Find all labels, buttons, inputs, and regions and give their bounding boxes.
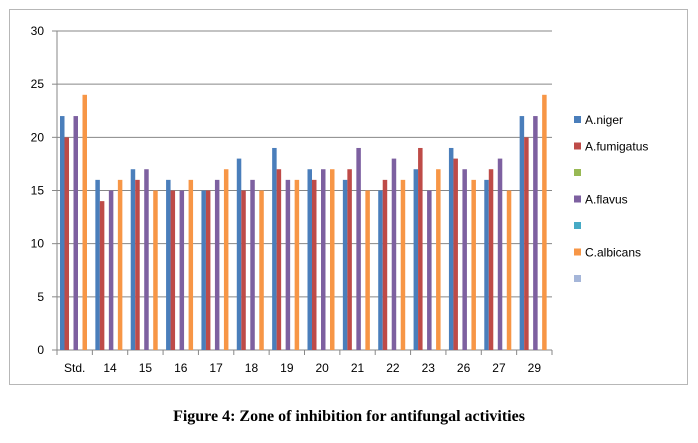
bar: [471, 179, 476, 350]
y-tick-label: 30: [31, 24, 45, 38]
bar: [524, 137, 529, 350]
bar: [519, 116, 525, 350]
bar: [214, 179, 220, 350]
bar: [276, 169, 282, 350]
x-tick-label: 23: [422, 361, 436, 375]
bar: [73, 116, 78, 350]
bar: [342, 179, 348, 350]
legend-label: A.niger: [585, 113, 623, 127]
bar: [391, 158, 397, 350]
bar: [135, 179, 140, 350]
y-tick-label: 15: [31, 184, 45, 198]
x-tick-label: 17: [209, 361, 223, 375]
bar: [285, 179, 291, 350]
bar: [382, 179, 388, 350]
legend-label: C.albicans: [585, 246, 641, 260]
bar: [99, 201, 105, 350]
bar: [60, 116, 65, 350]
bar: [448, 147, 454, 350]
bar: [427, 190, 432, 350]
x-tick-label: 14: [103, 361, 117, 375]
bar: [400, 179, 406, 350]
y-tick-label: 10: [31, 237, 45, 251]
bar: [378, 190, 383, 350]
legend-label: A.flavus: [585, 193, 628, 207]
bar: [356, 147, 361, 350]
bar: [484, 179, 489, 350]
bar: [542, 94, 547, 350]
bar: [250, 179, 255, 350]
bar: [170, 190, 176, 350]
bar: [347, 169, 352, 350]
x-tick-label: 21: [351, 361, 365, 375]
bar: [201, 190, 206, 350]
bar: [533, 116, 538, 350]
bar: [95, 179, 100, 350]
figure-caption: Figure 4: Zone of inhibition for antifun…: [173, 408, 525, 425]
bar: [82, 94, 87, 350]
bar: [497, 158, 503, 350]
y-tick-label: 25: [31, 77, 45, 91]
bar: [259, 190, 264, 350]
bar: [166, 179, 171, 350]
bar: [365, 190, 370, 350]
bar: [294, 179, 300, 350]
legend-swatch: [574, 222, 581, 229]
legend-swatch: [574, 142, 581, 150]
x-tick-label: 29: [528, 361, 542, 375]
bar: [413, 169, 419, 350]
bar: [188, 179, 194, 350]
y-tick-label: 20: [31, 130, 45, 144]
x-tick-label: 18: [245, 361, 259, 375]
bar: [153, 190, 158, 350]
legend-swatch: [574, 275, 581, 282]
bar: [307, 169, 312, 350]
x-tick-label: 26: [457, 361, 471, 375]
bar: [205, 190, 211, 350]
bar: [64, 137, 69, 350]
bar: [144, 169, 149, 350]
x-tick-label: Std.: [64, 361, 85, 375]
x-tick-label: 16: [174, 361, 188, 375]
bar: [436, 169, 441, 350]
x-tick-label: 19: [280, 361, 294, 375]
bar: [223, 169, 229, 350]
legend-swatch: [574, 195, 581, 203]
bar-chart: 0 5 10 15 20 25 30 Std. 14 15 16 17 18 19 20 21 22 23 26 27…: [31, 24, 649, 375]
bar: [130, 169, 136, 350]
bar: [330, 169, 335, 350]
bar: [236, 158, 242, 350]
x-tick-label: 20: [315, 361, 329, 375]
x-tick-label: 15: [139, 361, 153, 375]
bar: [488, 169, 494, 350]
bar: [241, 190, 246, 350]
legend-swatch: [574, 248, 581, 256]
bar: [117, 179, 123, 350]
legend-swatch: [574, 169, 581, 176]
legend-label: A.fumigatus: [585, 140, 648, 154]
bar: [272, 147, 277, 350]
bar: [312, 179, 317, 350]
bar: [453, 158, 458, 350]
y-tick-label: 5: [37, 290, 44, 304]
y-tick-label: 0: [37, 343, 44, 357]
bar: [462, 169, 467, 350]
bar: [418, 147, 423, 350]
bar: [179, 190, 185, 350]
legend-swatch: [574, 116, 581, 123]
x-tick-label: 22: [386, 361, 400, 375]
bar: [506, 190, 512, 350]
bar: [321, 169, 326, 350]
bar: [108, 190, 114, 350]
x-tick-label: 27: [492, 361, 506, 375]
